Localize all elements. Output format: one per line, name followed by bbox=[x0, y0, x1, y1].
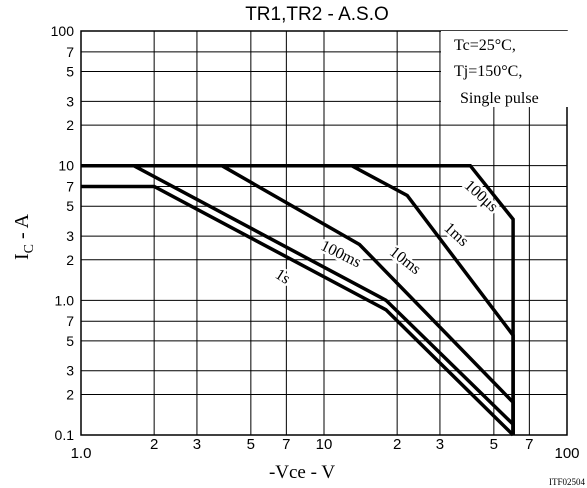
y-tick-label: 2 bbox=[66, 252, 74, 268]
y-tick-label: 3 bbox=[66, 93, 74, 109]
x-tick-label: 7 bbox=[525, 436, 533, 453]
condition-tc: Tc=25°C, bbox=[454, 37, 516, 54]
y-tick-label: 7 bbox=[66, 313, 74, 329]
conditions-backdrop bbox=[441, 31, 569, 107]
figure-code: ITF02504 bbox=[549, 477, 586, 487]
y-tick-label: 5 bbox=[66, 198, 74, 214]
y-tick-label: 2 bbox=[66, 386, 74, 402]
series-label: 100μs bbox=[461, 177, 501, 216]
y-axis-label-text: IC - A bbox=[11, 213, 37, 260]
y-tick-label: 7 bbox=[66, 179, 74, 195]
x-tick-label: 5 bbox=[247, 436, 255, 453]
y-tick-label: 10 bbox=[58, 158, 74, 174]
x-tick-label: 3 bbox=[193, 436, 201, 453]
x-tick-label: 2 bbox=[150, 436, 158, 453]
chart-title: TR1,TR2 - A.S.O bbox=[245, 4, 389, 25]
x-axis-label: -Vce - V bbox=[269, 462, 335, 483]
conditions-box: Tc=25°C, Tj=150°C, Single pulse bbox=[441, 31, 569, 107]
condition-pulse: Single pulse bbox=[460, 90, 539, 107]
series-line bbox=[81, 163, 515, 435]
condition-tj: Tj=150°C, bbox=[454, 63, 522, 80]
y-tick-labels: 0.1 2 3 5 7 1.0 2 3 5 7 10 2 3 5 7 100 bbox=[51, 23, 75, 443]
x-tick-label: 3 bbox=[436, 436, 444, 453]
x-tick-label: 7 bbox=[282, 436, 290, 453]
series-line bbox=[81, 163, 515, 435]
x-tick-labels: 1.0 2 3 5 7 10 2 3 5 7 100 bbox=[71, 436, 580, 462]
y-tick-label: 100 bbox=[51, 23, 75, 39]
x-tick-label: 10 bbox=[316, 436, 333, 453]
y-tick-label: 1.0 bbox=[55, 292, 75, 308]
x-tick-label: 2 bbox=[393, 436, 401, 453]
series-label: 10ms bbox=[386, 243, 424, 278]
chart-title-text: TR1,TR2 - A.S.O bbox=[245, 4, 389, 25]
x-tick-label: 1.0 bbox=[71, 445, 92, 462]
x-tick-label: 5 bbox=[490, 436, 498, 453]
y-tick-label: 7 bbox=[66, 44, 74, 60]
series-line bbox=[81, 184, 515, 437]
y-tick-label: 5 bbox=[66, 64, 74, 80]
y-tick-label: 2 bbox=[66, 117, 74, 133]
y-tick-label: 0.1 bbox=[55, 427, 75, 443]
y-tick-label: 3 bbox=[66, 363, 74, 379]
y-tick-label: 5 bbox=[66, 333, 74, 349]
x-tick-label: 100 bbox=[554, 445, 579, 462]
plot-frame bbox=[80, 30, 568, 436]
series-lines bbox=[81, 163, 515, 437]
series-label: 1s bbox=[272, 266, 293, 288]
y-tick-label: 3 bbox=[66, 228, 74, 244]
series-line bbox=[221, 164, 515, 435]
y-axis-label: IC - A bbox=[11, 213, 37, 260]
